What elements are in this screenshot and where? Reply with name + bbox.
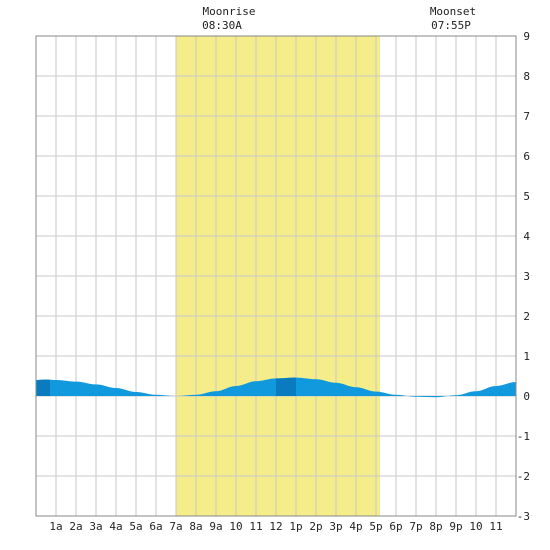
- x-tick-label: 7p: [409, 520, 422, 533]
- y-tick-label: -1: [517, 430, 530, 443]
- x-tick-label: 9p: [449, 520, 462, 533]
- y-tick-label: -2: [517, 470, 530, 483]
- y-tick-label: 1: [523, 350, 530, 363]
- y-tick-label: 0: [523, 390, 530, 403]
- x-tick-label: 6p: [389, 520, 402, 533]
- moonset-title: Moonset: [430, 5, 476, 18]
- x-tick-label: 7a: [169, 520, 182, 533]
- x-tick-label: 5a: [129, 520, 142, 533]
- x-tick-label: 6a: [149, 520, 162, 533]
- moonset-time: 07:55P: [431, 19, 471, 32]
- x-tick-label: 1p: [289, 520, 302, 533]
- x-tick-label: 8p: [429, 520, 442, 533]
- x-tick-label: 11: [489, 520, 502, 533]
- x-tick-label: 12: [269, 520, 282, 533]
- x-tick-label: 10: [229, 520, 242, 533]
- x-tick-label: 4a: [109, 520, 122, 533]
- moonrise-time: 08:30A: [202, 19, 242, 32]
- x-tick-label: 8a: [189, 520, 202, 533]
- plot-border: [35, 35, 517, 517]
- y-tick-label: -3: [517, 510, 530, 523]
- y-tick-label: 6: [523, 150, 530, 163]
- x-tick-label: 1a: [49, 520, 62, 533]
- x-tick-label: 2p: [309, 520, 322, 533]
- tide-dark-segment: [276, 377, 296, 398]
- x-tick-label: 3p: [329, 520, 342, 533]
- tide-dark-segment: [36, 377, 50, 398]
- y-tick-label: 2: [523, 310, 530, 323]
- y-tick-label: 5: [523, 190, 530, 203]
- moonrise-title: Moonrise: [203, 5, 256, 18]
- y-tick-label: 9: [523, 30, 530, 43]
- y-tick-label: 4: [523, 230, 530, 243]
- x-tick-label: 2a: [69, 520, 82, 533]
- x-tick-label: 4p: [349, 520, 362, 533]
- y-tick-label: 8: [523, 70, 530, 83]
- x-tick-label: 9a: [209, 520, 222, 533]
- x-tick-label: 10: [469, 520, 482, 533]
- x-tick-label: 3a: [89, 520, 102, 533]
- x-tick-label: 11: [249, 520, 262, 533]
- y-tick-label: 3: [523, 270, 530, 283]
- x-tick-label: 5p: [369, 520, 382, 533]
- y-tick-label: 7: [523, 110, 530, 123]
